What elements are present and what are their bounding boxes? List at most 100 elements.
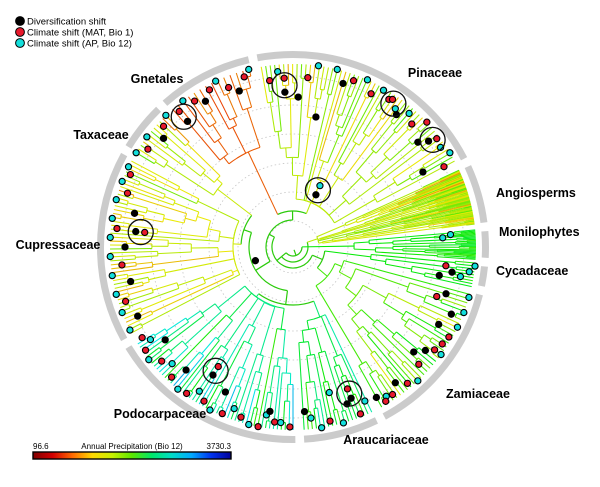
- branch: [365, 191, 468, 225]
- branch: [341, 99, 403, 181]
- branch: [276, 372, 283, 430]
- shift-marker: [410, 348, 418, 356]
- branch: [431, 215, 446, 220]
- branch: [360, 309, 376, 323]
- branch: [182, 100, 215, 143]
- branch: [445, 174, 462, 183]
- branch: [428, 206, 437, 210]
- branch-arc: [404, 318, 410, 326]
- branch: [353, 241, 370, 244]
- branch-arc: [267, 101, 274, 104]
- branch-arc: [266, 420, 271, 422]
- branch: [444, 194, 469, 203]
- branch: [163, 217, 185, 224]
- branch-arc: [370, 254, 372, 260]
- branch: [378, 210, 390, 216]
- branch: [257, 372, 263, 391]
- family-label: Araucariaceae: [343, 433, 429, 447]
- branch-arc: [356, 325, 364, 332]
- shift-marker: [168, 360, 176, 368]
- branch: [270, 91, 274, 103]
- branch-arc: [305, 381, 315, 384]
- branch: [441, 222, 475, 228]
- shift-marker: [465, 293, 473, 302]
- branch-arc: [237, 269, 241, 275]
- shift-marker: [251, 257, 260, 265]
- branch: [467, 217, 474, 220]
- branch: [447, 198, 470, 206]
- branch: [117, 295, 130, 301]
- branch: [449, 207, 472, 214]
- branch: [220, 366, 240, 408]
- branch-arc: [314, 398, 320, 401]
- shift-marker: [195, 387, 203, 395]
- family-labels: Pinaceae Angiosperms Monilophytes Cycadacea…: [16, 66, 580, 447]
- branch: [269, 365, 275, 393]
- branch: [445, 219, 468, 224]
- branch: [114, 205, 147, 214]
- branch: [409, 117, 423, 131]
- branch: [306, 82, 312, 118]
- branch-arc: [355, 219, 358, 223]
- branch: [456, 238, 476, 241]
- shift-marker: [356, 410, 365, 418]
- branch: [362, 325, 370, 334]
- branch: [154, 328, 166, 336]
- branch: [368, 232, 455, 241]
- branch: [445, 197, 470, 206]
- shift-marker: [446, 149, 454, 157]
- branch: [217, 285, 246, 309]
- family-ring-segment: [478, 266, 488, 287]
- family-ring-segment: [464, 165, 488, 224]
- branch-arc: [132, 194, 135, 199]
- branch: [324, 314, 373, 413]
- shift-marker: [141, 228, 149, 237]
- branch: [346, 222, 405, 237]
- branch: [187, 121, 221, 161]
- branch: [344, 410, 350, 422]
- branch: [405, 310, 436, 329]
- branch-arc: [127, 292, 130, 297]
- branch: [439, 176, 463, 187]
- branch: [157, 251, 192, 255]
- branch: [428, 222, 446, 226]
- branch: [127, 167, 155, 182]
- colorbar-title: Annual Precipitation (Bio 12): [81, 442, 183, 451]
- shift-marker: [408, 120, 416, 128]
- branch: [429, 217, 449, 223]
- shift-marker: [415, 360, 423, 368]
- branch: [327, 134, 340, 163]
- branch: [436, 200, 446, 205]
- branch: [432, 353, 439, 359]
- branch: [464, 221, 475, 224]
- branch-arc: [327, 93, 332, 96]
- branch: [127, 269, 165, 277]
- branch: [339, 271, 352, 280]
- branch: [305, 382, 310, 412]
- branch: [166, 317, 187, 332]
- branch: [439, 170, 460, 181]
- branch: [376, 319, 395, 335]
- branch: [429, 212, 473, 222]
- branch: [332, 235, 347, 240]
- branch-arc: [264, 302, 275, 308]
- branch: [334, 263, 343, 267]
- branch: [234, 387, 242, 403]
- branch: [388, 292, 420, 309]
- branch: [253, 408, 259, 426]
- branch-arc: [126, 200, 129, 205]
- branch: [319, 66, 325, 90]
- shift-marker: [419, 168, 427, 176]
- branch: [122, 307, 141, 316]
- branch: [460, 230, 476, 233]
- branch: [251, 302, 265, 327]
- branch: [437, 256, 476, 260]
- branch: [389, 200, 416, 212]
- branch: [111, 266, 153, 274]
- shift-marker: [224, 83, 233, 92]
- branch: [204, 269, 232, 281]
- branch: [445, 178, 464, 187]
- branch-arc: [138, 181, 141, 186]
- diversification-shift-dot-icon: [15, 16, 25, 26]
- shift-marker: [108, 214, 116, 223]
